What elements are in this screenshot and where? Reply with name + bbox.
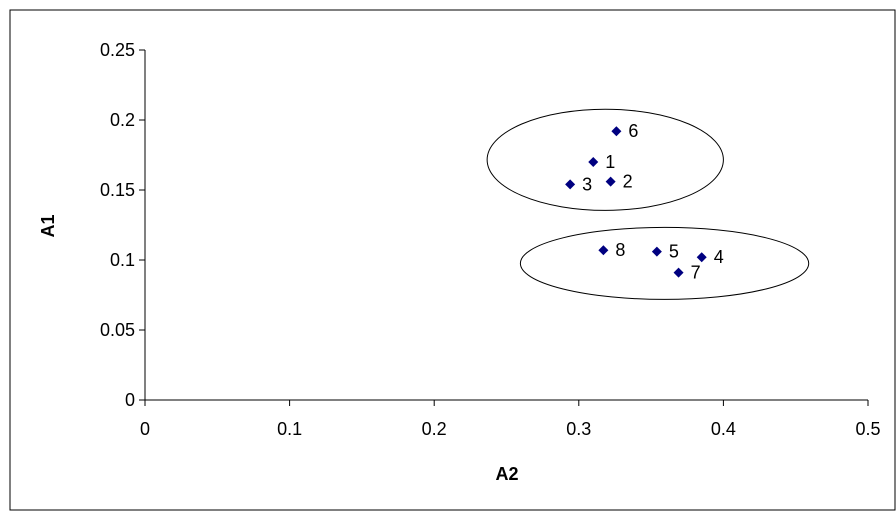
- data-point-2: [605, 176, 616, 187]
- y-axis: 0 0.05 0.1 0.15 0.2 0.25: [100, 40, 146, 410]
- data-label-2: 2: [623, 172, 633, 192]
- cluster-ellipse-1: [486, 108, 724, 211]
- x-tick-label: 0: [140, 419, 150, 439]
- data-point-4: [696, 252, 707, 263]
- y-tick-label: 0.1: [110, 250, 135, 270]
- x-tick-label: 0.3: [566, 419, 591, 439]
- x-tick-group: 0 0.1 0.2 0.3 0.4 0.5: [140, 400, 881, 439]
- y-tick-label: 0: [125, 390, 135, 410]
- data-point-8: [598, 245, 609, 256]
- data-label-3: 3: [582, 174, 592, 194]
- x-tick-label: 0.1: [277, 419, 302, 439]
- y-tick-group: 0 0.05 0.1 0.15 0.2 0.25: [100, 40, 145, 410]
- data-label-4: 4: [714, 247, 724, 267]
- x-tick-label: 0.4: [711, 419, 736, 439]
- y-tick-label: 0.05: [100, 320, 135, 340]
- data-point-5: [651, 246, 662, 257]
- y-tick-label: 0.2: [110, 110, 135, 130]
- data-point-3: [565, 179, 576, 190]
- y-tick-label: 0.25: [100, 40, 135, 60]
- x-axis: 0 0.1 0.2 0.3 0.4 0.5: [140, 399, 881, 439]
- data-label-8: 8: [615, 240, 625, 260]
- x-axis-title: A2: [495, 464, 518, 484]
- cluster-ellipse-2: [519, 226, 810, 300]
- data-label-7: 7: [691, 263, 701, 283]
- data-label-1: 1: [605, 152, 615, 172]
- data-point-6: [611, 126, 622, 137]
- cluster-ellipses: [486, 108, 810, 300]
- data-point-7: [673, 267, 684, 278]
- data-label-6: 6: [628, 121, 638, 141]
- x-tick-label: 0.2: [422, 419, 447, 439]
- data-label-5: 5: [669, 242, 679, 262]
- data-point-1: [588, 157, 599, 167]
- chart-border: [9, 9, 896, 511]
- y-tick-label: 0.15: [100, 180, 135, 200]
- y-axis-title: A1: [38, 214, 58, 237]
- x-tick-label: 0.5: [855, 419, 880, 439]
- data-points: 12 3 4 5 6 7 8: [565, 121, 724, 283]
